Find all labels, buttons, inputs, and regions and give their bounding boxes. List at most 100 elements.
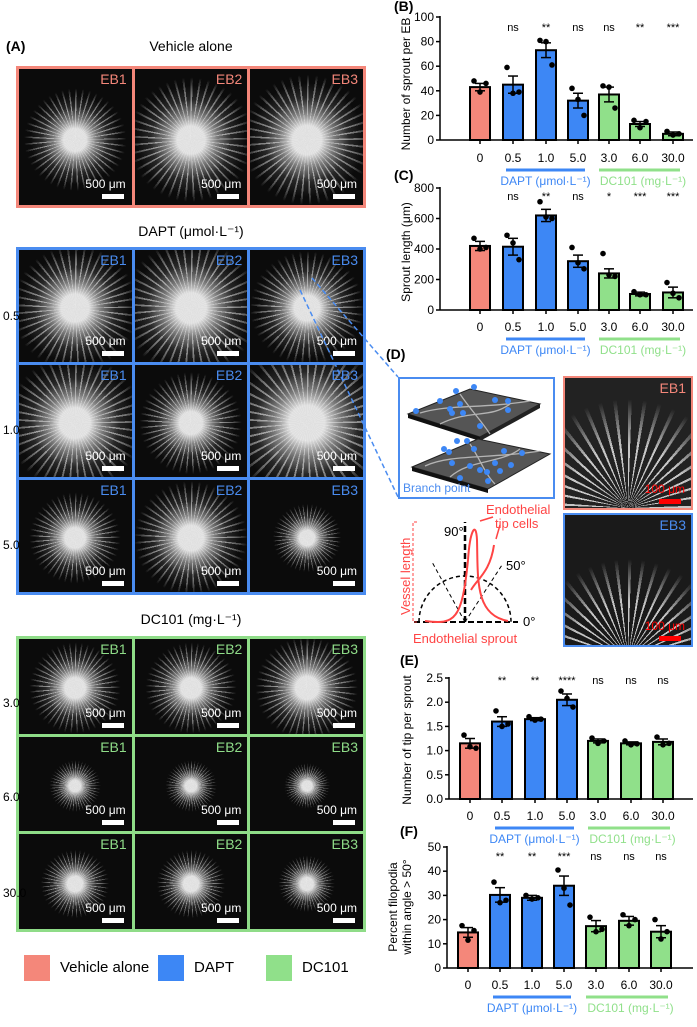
y-tick-label: 600 (414, 212, 434, 226)
x-tick-label: 1.0 (527, 809, 544, 823)
y-tick-label: 200 (414, 273, 434, 287)
data-point (589, 735, 595, 741)
data-point (666, 740, 672, 747)
data-point (535, 895, 541, 901)
embryoid-body-blob (52, 763, 98, 809)
data-point (612, 273, 618, 280)
dapt-row-label: 5.0 (3, 538, 20, 552)
data-point (606, 272, 612, 278)
embryoid-body-blob (145, 378, 236, 469)
data-point (537, 37, 543, 44)
data-point (652, 916, 658, 923)
legend-label-vehicle: Vehicle alone (60, 959, 150, 976)
data-point (523, 892, 529, 899)
dapt-group-label: DAPT (μmol·L⁻¹) (487, 1001, 577, 1015)
embryoid-body-blob (20, 253, 131, 362)
scale-bar-label: 500 μm (201, 900, 242, 915)
panel-label-a: (A) (6, 38, 26, 54)
chart-f: (F) 0 10 20 30 40 50 Percent filopodia within an… (386, 823, 693, 1015)
significance-label: ns (657, 675, 669, 687)
embryoid-body-blob (168, 763, 214, 809)
x-tick-label: 5.0 (556, 978, 573, 992)
data-point (631, 117, 637, 124)
significance-label: ** (498, 675, 507, 687)
data-point (643, 118, 649, 125)
legend-label-dc101: DC101 (302, 959, 349, 976)
data-point (504, 64, 510, 71)
data-point (477, 89, 483, 95)
data-point (538, 716, 544, 722)
scale-bar-label: 500 μm (201, 803, 242, 818)
embryoid-body-blob (135, 84, 246, 195)
eb-label: EB3 (331, 641, 358, 657)
y-tick-label: 400 (414, 242, 434, 256)
y-axis-label: Percent filopodia (386, 862, 400, 952)
branch-point-schematic: Branch point (398, 377, 555, 499)
scale-bar-label: 500 μm (85, 803, 126, 818)
bar-5.0 (556, 698, 578, 801)
data-point (612, 105, 618, 111)
vessel-length-label: Vessel length (398, 538, 413, 615)
data-point (664, 279, 670, 286)
data-point (637, 291, 643, 298)
data-point (497, 899, 503, 906)
y-tick-label: 20 (421, 108, 435, 122)
eb-label: EB1 (100, 367, 127, 383)
eb-label: EB1 (100, 252, 127, 268)
bar-0.5 (489, 893, 511, 970)
significance-label: ** (528, 851, 537, 863)
dc101-row-label: 30.0 (3, 886, 27, 900)
scale-bar-label: 100 μm (644, 482, 685, 496)
significance-label: ns (590, 851, 602, 863)
x-tick-label: 1.0 (524, 978, 541, 992)
data-point (676, 295, 682, 301)
significance-label: ** (636, 22, 645, 34)
eb-image-dapt-2-3: EB3 500 μm (250, 480, 363, 592)
data-point (471, 235, 477, 242)
x-tick-label: 6.0 (632, 151, 649, 165)
scale-bar (217, 722, 240, 728)
data-point (471, 78, 477, 84)
data-point (628, 741, 634, 748)
x-tick-label: 3.0 (590, 809, 607, 823)
x-tick-label: 30.0 (661, 320, 685, 334)
data-point (483, 80, 489, 87)
data-point (483, 244, 489, 251)
data-point (601, 738, 607, 744)
x-tick-label: 0 (477, 151, 484, 165)
embryoid-body-blob (286, 765, 327, 806)
data-point (620, 911, 626, 918)
scale-bar (217, 194, 240, 199)
eb-image-vehicle-3: EB3 500 μm (250, 69, 363, 205)
significance-label: *** (667, 191, 681, 203)
eb-label: EB2 (215, 252, 243, 268)
data-point (676, 131, 682, 137)
y-axis-label: Sprout length (μm) (399, 202, 413, 302)
bar-1.0 (524, 718, 546, 801)
bar-1.0 (535, 214, 557, 311)
y-tick-label: 2.0 (426, 695, 443, 709)
eb-image-dapt-0-3: EB3 500 μm (250, 250, 363, 362)
bar-0.5 (502, 245, 524, 311)
y-tick-label: 0 (427, 133, 434, 147)
eb-label: EB2 (215, 641, 243, 657)
scale-bar (332, 351, 355, 356)
stacked-slices-icon (406, 384, 552, 493)
scale-bar-label: 500 μm (85, 449, 126, 463)
bar-0 (469, 86, 491, 141)
data-point (499, 723, 505, 730)
sprout-texture (565, 558, 691, 645)
legend-label-dapt: DAPT (194, 959, 235, 976)
significance-label: ns (623, 851, 635, 863)
scale-bar (101, 466, 124, 471)
data-point (491, 879, 497, 885)
sprout-angle-diagram: 90° 50° 0° Endothelial tip cells Endothe… (398, 502, 550, 646)
embryoid-body-blob (45, 853, 106, 914)
scale-bar (332, 466, 355, 471)
y-axis-label: within angle > 50° (400, 859, 414, 955)
significance-label: ns (507, 191, 519, 203)
scale-bar-label: 500 μm (85, 564, 126, 578)
legend-swatch-dapt (158, 955, 184, 981)
tip-cells-label: tip cells (495, 516, 539, 531)
